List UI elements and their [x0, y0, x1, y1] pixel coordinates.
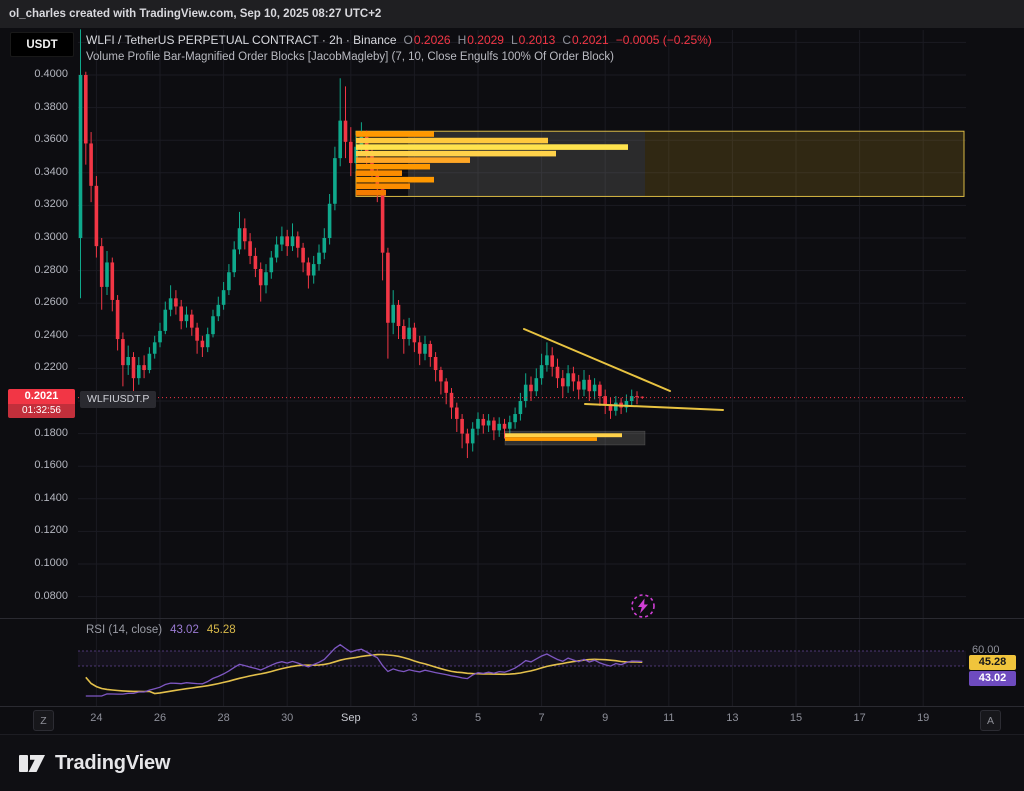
time-tick-label: 17 [853, 712, 866, 724]
time-tick-label: 5 [474, 712, 482, 724]
price-tick-label: 0.0800 [34, 589, 68, 602]
time-tick-label: 13 [726, 712, 739, 724]
price-tick-label: 0.2200 [34, 361, 68, 374]
rsi-value: 43.02 [170, 624, 199, 636]
price-tick-label: 0.1800 [34, 426, 68, 439]
price-tick-label: 0.3200 [34, 198, 68, 211]
last-price-value: 0.2021 [8, 389, 75, 404]
time-tick-label: 19 [917, 712, 930, 724]
price-tick-label: 0.3000 [34, 231, 68, 243]
price-tick-label: 0.3400 [34, 165, 68, 178]
price-tick-label: 0.3800 [34, 100, 68, 113]
price-tick-label: 0.1000 [34, 557, 68, 569]
time-tick-label: 7 [538, 712, 545, 724]
time-tick-label: 11 [663, 712, 675, 724]
tradingview-wordmark: TradingView [55, 751, 171, 774]
price-tick-label: 0.3600 [34, 133, 68, 146]
rsi-ma-value: 45.28 [206, 624, 236, 636]
attribution-text: ol_charles created with TradingView.com,… [9, 8, 382, 20]
price-tick-label: 0.2600 [34, 296, 68, 309]
tradingview-logo[interactable]: TradingView [18, 746, 170, 780]
rsi-title: RSI (14, close) [86, 624, 163, 636]
rsi-ma-axis-badge: 45.28 [969, 655, 1016, 670]
current-price-label: 0.2021 01:32:56 [8, 389, 75, 418]
tradingview-logo-mark-icon [18, 746, 46, 780]
attribution-bar: ol_charles created with TradingView.com,… [0, 0, 1024, 28]
price-tick-label: 0.2800 [34, 263, 68, 276]
bar-countdown: 01:32:56 [8, 404, 75, 418]
timezone-button[interactable]: Z [33, 710, 54, 731]
time-tick-label: 24 [90, 712, 103, 724]
footer-bar: TradingView [0, 734, 1024, 791]
time-tick-label: 30 [281, 712, 294, 724]
price-tick-label: 0.1600 [34, 459, 68, 472]
currency-scale-button[interactable]: USDT [10, 32, 74, 57]
time-tick-label: 15 [789, 712, 803, 724]
quick-trade-lightning-icon[interactable] [630, 593, 656, 619]
time-tick-label: 9 [602, 712, 609, 724]
rsi-band-60-label: 60.00 [972, 644, 1000, 656]
price-tick-label: 0.1400 [34, 491, 68, 504]
price-tick-label: 0.2400 [34, 328, 68, 341]
auto-scale-button[interactable]: A [980, 710, 1001, 731]
time-tick-label: 28 [217, 712, 230, 724]
price-tick-label: 0.1200 [34, 524, 68, 537]
symbol-price-tag: WLFIUSDT.P [80, 391, 157, 408]
price-tick-label: 0.4000 [34, 68, 68, 80]
time-tick-label: 26 [153, 712, 167, 724]
chart-canvas[interactable] [0, 28, 1024, 734]
time-tick-label: 3 [411, 712, 418, 724]
rsi-axis-badge: 43.02 [969, 671, 1016, 686]
time-tick-label: Sep [341, 712, 361, 724]
rsi-legend[interactable]: RSI (14, close) 43.02 45.28 [86, 624, 236, 636]
